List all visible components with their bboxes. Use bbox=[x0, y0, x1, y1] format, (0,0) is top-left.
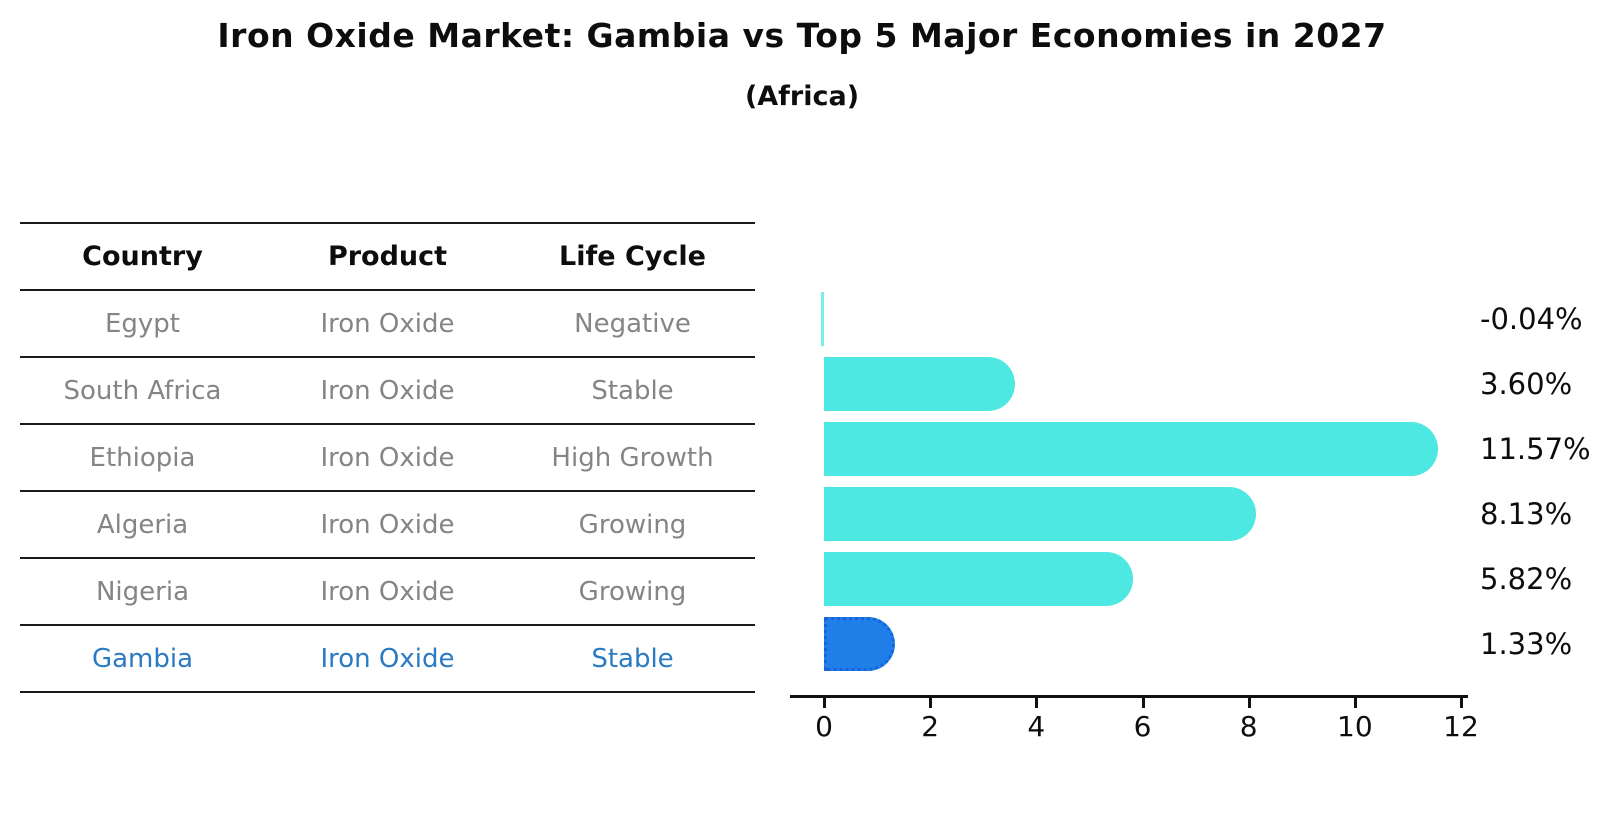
column-header-lifecycle: Life Cycle bbox=[559, 241, 706, 272]
x-axis-spine bbox=[790, 695, 1468, 698]
cell-lifecycle: Growing bbox=[578, 576, 687, 607]
bar-algeria bbox=[824, 487, 1256, 541]
x-axis-tick bbox=[1035, 698, 1039, 708]
x-axis-tick-label: 0 bbox=[815, 710, 833, 743]
cell-product: Iron Oxide bbox=[320, 509, 455, 540]
bar-ethiopia bbox=[824, 422, 1438, 476]
bar-nigeria bbox=[824, 552, 1133, 606]
x-axis-tick-label: 6 bbox=[1133, 710, 1152, 743]
bar-value-label: 3.60% bbox=[1480, 367, 1573, 401]
bar-value-label: 11.57% bbox=[1480, 432, 1591, 466]
chart-title: Iron Oxide Market: Gambia vs Top 5 Major… bbox=[217, 16, 1387, 55]
cell-country: Algeria bbox=[96, 509, 189, 540]
cell-country: Gambia bbox=[91, 643, 194, 674]
country-table: Country Product Life Cycle Egypt Iron Ox… bbox=[20, 222, 755, 693]
table-row-nigeria: Nigeria Iron Oxide Growing bbox=[20, 559, 755, 626]
bar-row-algeria: 8.13% bbox=[824, 487, 1604, 541]
cell-product: Iron Oxide bbox=[320, 308, 455, 339]
x-axis-tick-label: 4 bbox=[1027, 710, 1046, 743]
table-header-row: Country Product Life Cycle bbox=[20, 224, 755, 291]
x-axis-tick bbox=[929, 698, 933, 708]
x-axis-tick bbox=[823, 698, 826, 708]
cell-country: South Africa bbox=[63, 375, 222, 406]
x-axis-tick bbox=[1141, 698, 1145, 708]
bar-value-label: 5.82% bbox=[1480, 562, 1573, 596]
column-header-country: Country bbox=[82, 241, 203, 272]
chart-subtitle: (Africa) bbox=[744, 81, 860, 112]
bar-value-label: 1.33% bbox=[1480, 627, 1573, 661]
cell-product: Iron Oxide bbox=[320, 643, 455, 674]
bar-value-label: 8.13% bbox=[1480, 497, 1573, 531]
cell-lifecycle: Negative bbox=[574, 308, 691, 339]
bar-row-south-africa: 3.60% bbox=[824, 357, 1604, 411]
cell-product: Iron Oxide bbox=[320, 375, 455, 406]
table-row-algeria: Algeria Iron Oxide Growing bbox=[20, 492, 755, 559]
cell-lifecycle: Growing bbox=[578, 509, 687, 540]
bar-row-gambia: 1.33% bbox=[824, 617, 1604, 671]
table-row-ethiopia: Ethiopia Iron Oxide High Growth bbox=[20, 425, 755, 492]
cell-country: Egypt bbox=[104, 308, 181, 339]
x-axis-tick-label: 2 bbox=[921, 710, 940, 743]
bar-value-label: -0.04% bbox=[1480, 302, 1583, 336]
cell-lifecycle: Stable bbox=[591, 375, 674, 406]
x-axis-tick bbox=[1353, 698, 1357, 708]
bar-plot: -0.04% 3.60% 11.57% 8.13% 5.82% 1.33% bbox=[821, 292, 1591, 682]
cell-product: Iron Oxide bbox=[320, 442, 455, 473]
bar-row-ethiopia: 11.57% bbox=[824, 422, 1604, 476]
column-header-product: Product bbox=[327, 241, 448, 272]
cell-country: Ethiopia bbox=[89, 442, 196, 473]
x-axis: 0 2 4 6 8 10 12 bbox=[815, 695, 1479, 755]
bar-row-nigeria: 5.82% bbox=[824, 552, 1604, 606]
cell-lifecycle: High Growth bbox=[551, 442, 714, 473]
bar-egypt bbox=[821, 292, 824, 346]
cell-lifecycle: Stable bbox=[591, 643, 674, 674]
x-axis-tick bbox=[1247, 698, 1251, 708]
x-axis-tick-label: 10 bbox=[1337, 710, 1373, 743]
bar-row-egypt: -0.04% bbox=[821, 292, 1604, 346]
cell-product: Iron Oxide bbox=[320, 576, 455, 607]
bar-gambia-highlighted bbox=[824, 617, 895, 671]
x-axis-tick-label: 12 bbox=[1443, 710, 1479, 743]
table-row-gambia: Gambia Iron Oxide Stable bbox=[20, 626, 755, 693]
x-axis-tick-label: 8 bbox=[1239, 710, 1258, 743]
table-row-egypt: Egypt Iron Oxide Negative bbox=[20, 291, 755, 358]
x-axis-tick bbox=[1460, 698, 1463, 708]
cell-country: Nigeria bbox=[95, 576, 190, 607]
bar-south-africa bbox=[824, 357, 1015, 411]
table-row-south-africa: South Africa Iron Oxide Stable bbox=[20, 358, 755, 425]
